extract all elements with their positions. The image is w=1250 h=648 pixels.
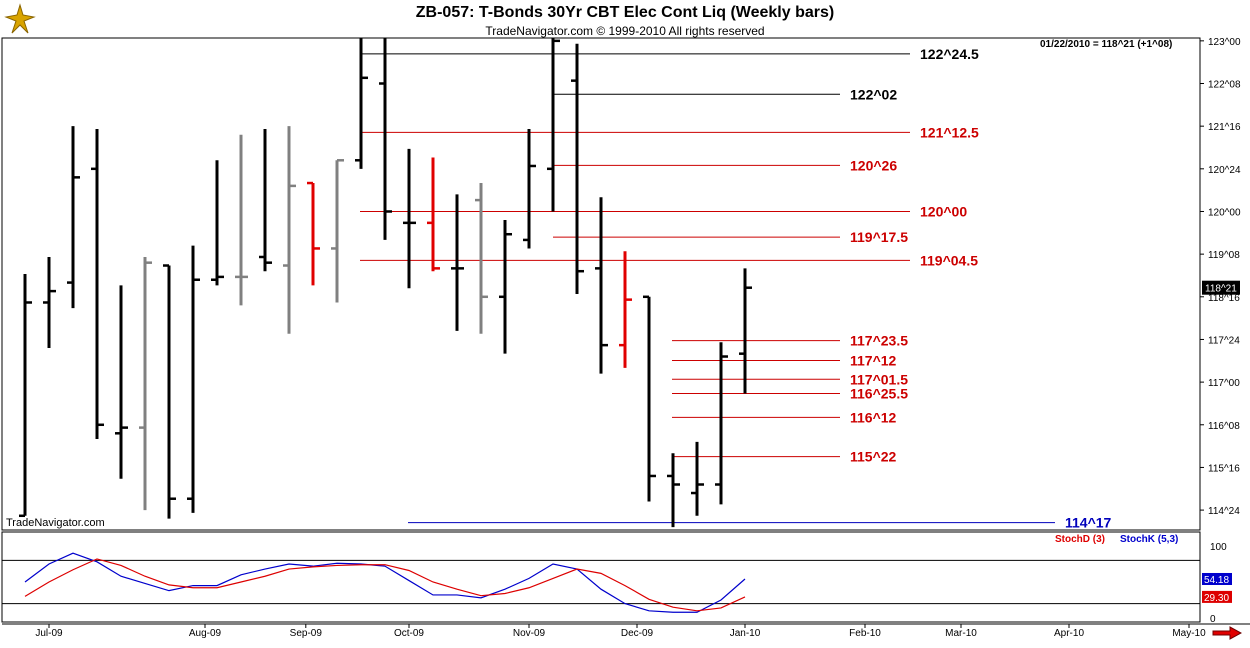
current-price-label: 118^21 — [1205, 284, 1237, 295]
level-label: 117^01.5 — [850, 371, 908, 387]
ohlc-bar — [163, 264, 176, 519]
chart-subtitle: TradeNavigator.com © 1999-2010 All right… — [485, 24, 765, 38]
ohlc-bar — [523, 129, 536, 249]
x-tick-label: Jul-09 — [35, 628, 63, 639]
watermark: TradeNavigator.com — [6, 517, 105, 529]
x-tick-label: Feb-10 — [849, 628, 881, 639]
stochk-value-label: 54.18 — [1204, 575, 1229, 586]
x-tick-label: May-10 — [1172, 628, 1206, 639]
level-label: 120^26 — [850, 157, 897, 173]
level-label: 116^25.5 — [850, 385, 908, 401]
x-tick-label: Sep-09 — [290, 628, 323, 639]
ohlc-bar — [595, 197, 608, 374]
ohlc-bar — [307, 181, 320, 286]
x-tick-label: Aug-09 — [189, 628, 222, 639]
ohlc-bar — [43, 256, 56, 348]
stochd-value-box — [1202, 590, 1232, 603]
level-label: 117^12 — [850, 353, 897, 369]
x-tick-label: Oct-09 — [394, 628, 424, 639]
y-tick-label: 122^08 — [1208, 80, 1241, 91]
y-tick-label: 120^00 — [1208, 207, 1241, 218]
y-tick-label: 115^16 — [1208, 463, 1240, 474]
ohlc-bar — [499, 220, 512, 354]
ohlc-bar — [379, 38, 392, 240]
level-label: 122^24.5 — [920, 46, 979, 62]
stoch-series-line — [24, 558, 746, 612]
ohlc-bar — [451, 194, 464, 331]
y-tick-label: 117^00 — [1208, 378, 1240, 389]
x-tick-label: Jan-10 — [730, 628, 761, 639]
y-tick-label: 120^24 — [1208, 165, 1241, 176]
level-label: 119^04.5 — [920, 252, 978, 268]
y-tick-label: 116^08 — [1208, 421, 1240, 432]
legend-stochd: StochD (3) — [1055, 534, 1105, 545]
level-label: 121^12.5 — [920, 124, 979, 140]
y-tick-label: 121^16 — [1208, 122, 1241, 133]
ohlc-bar — [355, 38, 368, 169]
ohlc-bar — [91, 129, 104, 439]
gold-ornament-icon — [4, 3, 36, 34]
level-label: 115^22 — [850, 449, 897, 465]
ohlc-bar — [67, 126, 80, 309]
level-label: 122^02 — [850, 86, 897, 102]
ohlc-bar — [691, 441, 704, 516]
current-price-box — [1202, 280, 1240, 295]
level-label: 120^00 — [920, 203, 967, 219]
y-tick-label: 117^24 — [1208, 335, 1240, 346]
ohlc-bar — [283, 126, 296, 334]
ohlc-bar — [547, 38, 560, 212]
ohlc-bar — [211, 160, 224, 286]
x-tick-label: Dec-09 — [621, 628, 654, 639]
y-tick-label: 118^16 — [1208, 293, 1240, 304]
price-panel-frame — [1, 37, 1201, 531]
legend-stochk: StochK (5,3) — [1120, 534, 1178, 545]
chart-title: ZB-057: T-Bonds 30Yr CBT Elec Cont Liq (… — [415, 4, 835, 21]
ohlc-bar — [139, 256, 152, 511]
y-tick-label: 119^08 — [1208, 250, 1240, 261]
stoch-series-line — [24, 552, 746, 613]
stochd-value-label: 29.30 — [1204, 593, 1229, 604]
stoch-y-tick-label: 0 — [1210, 614, 1216, 625]
level-label: 116^12 — [850, 409, 897, 425]
ohlc-bar — [571, 43, 584, 294]
ohlc-bar — [187, 245, 200, 513]
ohlc-bar — [475, 183, 488, 334]
x-tick-label: Nov-09 — [513, 628, 546, 639]
ohlc-bar — [715, 342, 728, 505]
ohlc-bar — [667, 453, 680, 528]
red-right-arrow-icon[interactable] — [1212, 626, 1242, 640]
x-tick-label: Mar-10 — [945, 628, 977, 639]
ohlc-bar — [427, 157, 440, 272]
x-tick-label: Apr-10 — [1054, 628, 1084, 639]
level-label: 119^17.5 — [850, 229, 908, 245]
ohlc-bar — [19, 274, 32, 518]
ohlc-bar — [331, 159, 344, 303]
stoch-y-tick-label: 100 — [1210, 542, 1227, 553]
y-tick-label: 114^24 — [1208, 506, 1240, 517]
stoch-panel-frame — [1, 531, 1201, 623]
ohlc-bar — [235, 134, 248, 306]
stochk-value-box — [1202, 572, 1232, 585]
last-price-info: 01/22/2010 = 118^21 (+1^08) — [1040, 39, 1173, 50]
ohlc-bar — [643, 295, 656, 502]
ohlc-bar — [259, 129, 272, 272]
ohlc-bar — [403, 148, 416, 289]
level-label: 114^17 — [1065, 515, 1112, 531]
ohlc-bar — [115, 285, 128, 479]
y-tick-label: 123^00 — [1208, 37, 1241, 48]
level-label: 117^23.5 — [850, 333, 908, 349]
ohlc-bar — [739, 268, 752, 394]
ohlc-bar — [619, 251, 632, 368]
